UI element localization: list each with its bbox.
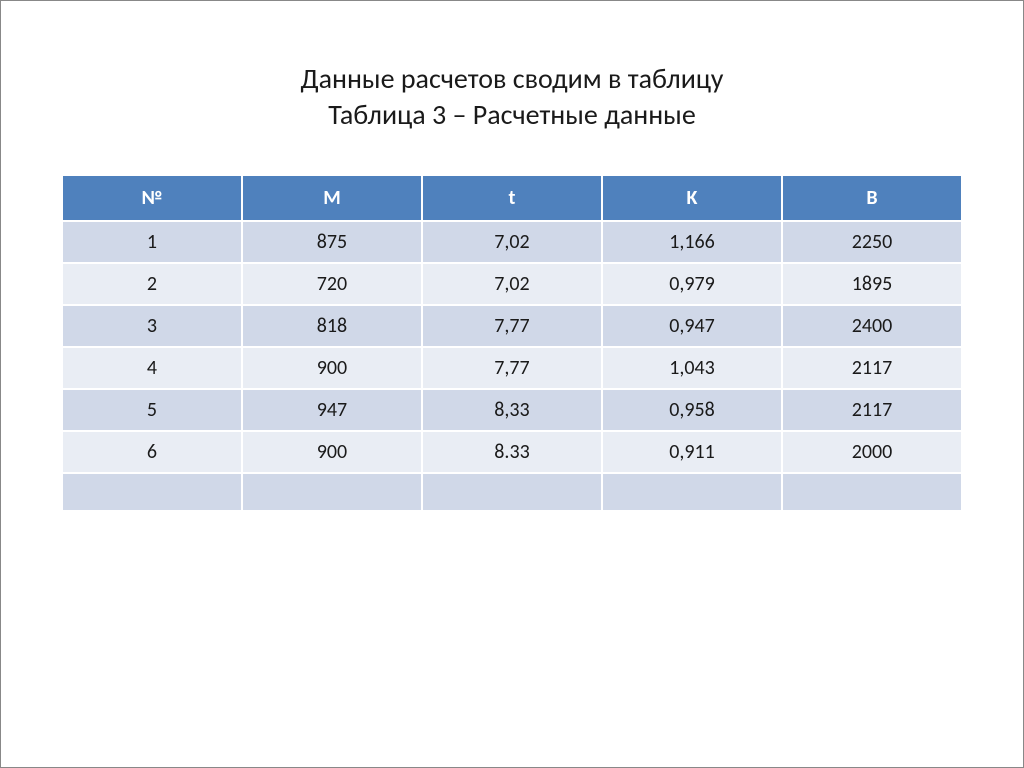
table-row: 4 900 7,77 1,043 2117	[62, 347, 962, 389]
col-header: t	[422, 175, 602, 221]
table-row: 6 900 8.33 0,911 2000	[62, 431, 962, 473]
table-row: 3 818 7,77 0,947 2400	[62, 305, 962, 347]
cell: 2400	[782, 305, 962, 347]
cell	[422, 473, 602, 511]
col-header: B	[782, 175, 962, 221]
title-line-2: Таблица 3 – Расчетные данные	[61, 97, 963, 133]
cell: 875	[242, 221, 422, 263]
cell: 947	[242, 389, 422, 431]
table-row	[62, 473, 962, 511]
cell: 2117	[782, 347, 962, 389]
cell: 900	[242, 431, 422, 473]
cell: 1,166	[602, 221, 782, 263]
table-row: 2 720 7,02 0,979 1895	[62, 263, 962, 305]
cell	[62, 473, 242, 511]
cell: 7,02	[422, 221, 602, 263]
table-header-row: № M t K B	[62, 175, 962, 221]
cell: 5	[62, 389, 242, 431]
cell: 8,33	[422, 389, 602, 431]
cell: 0,911	[602, 431, 782, 473]
col-header: №	[62, 175, 242, 221]
title-line-1: Данные расчетов сводим в таблицу	[61, 61, 963, 97]
slide-frame: Данные расчетов сводим в таблицу Таблица…	[0, 0, 1024, 768]
cell: 720	[242, 263, 422, 305]
data-table: № M t K B 1 875 7,02 1,166 2250 2 720 7,…	[61, 174, 963, 512]
cell: 1895	[782, 263, 962, 305]
cell: 4	[62, 347, 242, 389]
title-block: Данные расчетов сводим в таблицу Таблица…	[61, 61, 963, 134]
table-row: 5 947 8,33 0,958 2117	[62, 389, 962, 431]
col-header: M	[242, 175, 422, 221]
cell: 2000	[782, 431, 962, 473]
cell	[242, 473, 422, 511]
col-header: K	[602, 175, 782, 221]
cell: 7,02	[422, 263, 602, 305]
cell: 8.33	[422, 431, 602, 473]
cell: 2250	[782, 221, 962, 263]
cell: 0,958	[602, 389, 782, 431]
cell: 2	[62, 263, 242, 305]
cell: 0,979	[602, 263, 782, 305]
cell: 7,77	[422, 305, 602, 347]
cell: 3	[62, 305, 242, 347]
cell: 1,043	[602, 347, 782, 389]
cell	[782, 473, 962, 511]
cell: 6	[62, 431, 242, 473]
cell: 2117	[782, 389, 962, 431]
cell: 818	[242, 305, 422, 347]
cell: 7,77	[422, 347, 602, 389]
cell	[602, 473, 782, 511]
cell: 0,947	[602, 305, 782, 347]
cell: 1	[62, 221, 242, 263]
cell: 900	[242, 347, 422, 389]
table-row: 1 875 7,02 1,166 2250	[62, 221, 962, 263]
